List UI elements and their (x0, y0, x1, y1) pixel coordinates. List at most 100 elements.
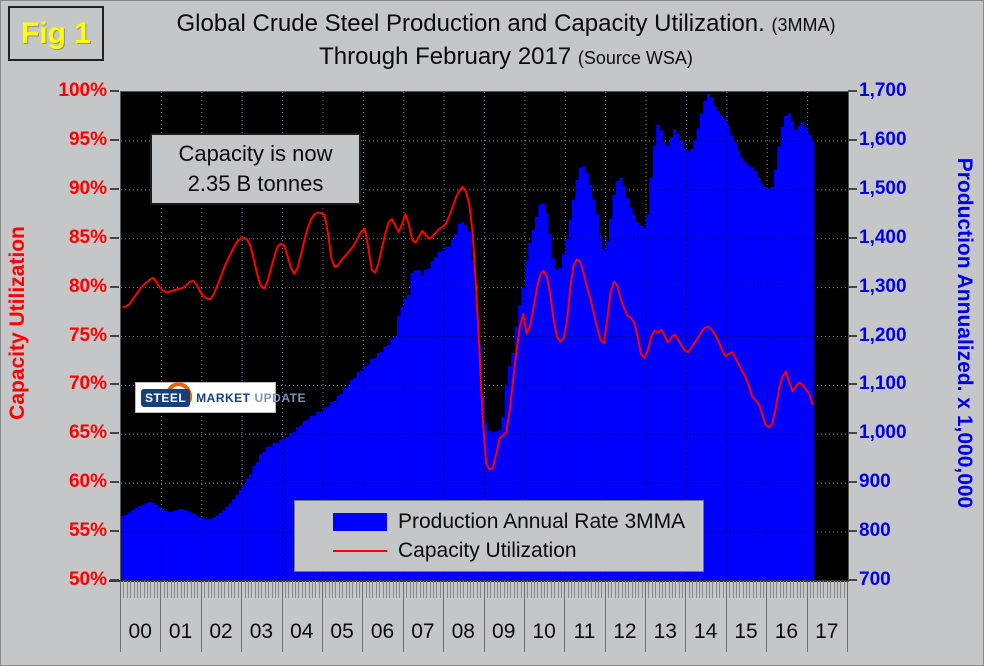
x-axis-month-tick (816, 581, 818, 598)
y-axis-tick-mark-left (110, 481, 119, 484)
x-axis-month-tick (840, 581, 842, 598)
x-axis-month-tick (486, 581, 488, 598)
x-axis-month-tick (810, 581, 811, 598)
x-axis-month-tick (382, 581, 384, 598)
x-axis-month-tick (433, 581, 434, 598)
x-axis-month-tick (540, 581, 542, 598)
x-axis-month-tick (318, 581, 320, 598)
x-axis-month-tick (406, 581, 408, 598)
y-axis-tick-label-left: 60% (68, 471, 107, 493)
x-axis-month-tick (752, 581, 754, 598)
y-axis-tick-label-left: 55% (68, 520, 107, 542)
y-axis-tick-label-right: 1,700 (859, 80, 907, 101)
x-axis-year-separator (200, 581, 202, 652)
x-axis-month-tick (258, 581, 259, 598)
x-axis-month-tick (224, 581, 226, 598)
x-axis-month-tick (830, 581, 832, 598)
x-axis-month-tick (375, 581, 377, 598)
utilization-line-series (122, 185, 814, 471)
x-axis-month-tick (173, 581, 175, 598)
legend-label-production: Production Annual Rate 3MMA (398, 509, 686, 533)
utilization-line-icon (333, 549, 387, 552)
x-axis-tick-label: 08 (451, 620, 475, 643)
x-axis-month-tick (419, 581, 421, 598)
x-axis-month-tick (560, 581, 562, 598)
x-axis-month-tick (608, 581, 609, 598)
x-axis-month-tick (268, 581, 270, 598)
x-axis-tick-label: 11 (573, 620, 596, 643)
x-axis-month-tick (187, 581, 189, 598)
x-axis-month-tick (759, 581, 761, 598)
x-axis-month-tick (574, 581, 576, 598)
x-axis-month-tick (126, 581, 128, 598)
x-axis-month-tick (628, 581, 630, 598)
x-axis-month-tick (308, 581, 310, 598)
x-axis-month-tick (621, 581, 623, 598)
logo-market-text: MARKET (196, 390, 251, 405)
x-axis-month-tick (359, 581, 360, 598)
x-axis-month-tick (153, 581, 155, 598)
x-axis-tick-label: 06 (370, 620, 395, 643)
x-axis-month-tick (136, 581, 138, 598)
y-axis-tick-label-left: 50% (68, 569, 107, 590)
x-axis-month-tick (746, 581, 747, 598)
x-axis-month-tick (473, 581, 475, 598)
x-axis-month-tick (278, 581, 280, 598)
x-axis-month-tick (789, 581, 791, 598)
y-axis-tick-mark-right (848, 334, 857, 337)
x-axis-month-tick (429, 581, 431, 598)
x-axis-tick-label: 12 (613, 620, 637, 643)
y-axis-tick-mark-left (110, 432, 119, 435)
chart-svg (121, 92, 848, 581)
x-axis-month-tick (826, 581, 828, 598)
x-axis-month-tick (231, 581, 233, 598)
x-axis-month-tick (793, 581, 795, 598)
y-axis-tick-label-left: 70% (68, 373, 107, 395)
x-axis-month-tick (678, 581, 680, 598)
y-axis-tick-mark-left (110, 236, 119, 239)
x-axis-month-tick (463, 581, 465, 598)
y-axis-tick-mark-left (110, 138, 119, 141)
x-axis-month-tick (756, 581, 758, 598)
y-axis-tick-mark-left (110, 90, 119, 92)
x-axis-month-tick (416, 581, 418, 598)
y-axis-tick-mark-left (110, 530, 119, 533)
x-axis-month-tick (651, 581, 653, 598)
x-axis-month-tick (682, 581, 684, 598)
y-axis-tick-mark-left (110, 187, 119, 190)
x-axis-tick-label: 07 (411, 620, 435, 643)
x-axis-month-tick (695, 581, 697, 598)
x-axis-month-tick (332, 581, 333, 598)
x-axis-month-tick (705, 581, 707, 598)
x-axis-month-tick (130, 581, 132, 598)
x-axis-month-tick (635, 581, 636, 598)
y-axis-tick-mark-right (848, 138, 857, 141)
x-axis-month-tick (183, 581, 185, 598)
x-axis-month-tick (702, 581, 704, 598)
production-area-series (121, 94, 815, 581)
x-axis-tick-label: 17 (815, 620, 839, 643)
x-axis-year-separator (645, 581, 647, 652)
x-axis-month-tick (843, 581, 845, 598)
x-axis-month-tick (342, 581, 344, 598)
y-axis-tick-label-right: 1,300 (859, 275, 907, 297)
x-axis-month-tick (167, 581, 169, 598)
capacity-annotation: Capacity is now 2.35 B tonnes (150, 133, 361, 205)
x-axis-month-tick (722, 581, 724, 598)
y-axis-tick-label-right: 1,100 (859, 373, 907, 395)
x-axis-month-tick (480, 581, 482, 598)
x-axis-month-tick (234, 581, 236, 598)
chart-title-line1-suffix: (3MMA) (771, 15, 836, 35)
x-axis-month-tick (298, 581, 300, 598)
x-axis-month-tick (345, 581, 347, 598)
production-swatch-icon (333, 512, 387, 531)
x-axis-month-tick (537, 581, 539, 598)
x-axis-month-tick (476, 581, 478, 598)
x-axis-month-tick (210, 581, 212, 598)
x-axis-month-tick (833, 581, 835, 598)
x-axis-month-tick (823, 581, 825, 598)
x-axis-month-tick (157, 581, 158, 598)
x-axis-year-separator (725, 581, 727, 652)
y-axis-title-right: Production Annualized. x 1,000,000 (953, 157, 976, 509)
x-axis-month-tick (204, 581, 206, 598)
